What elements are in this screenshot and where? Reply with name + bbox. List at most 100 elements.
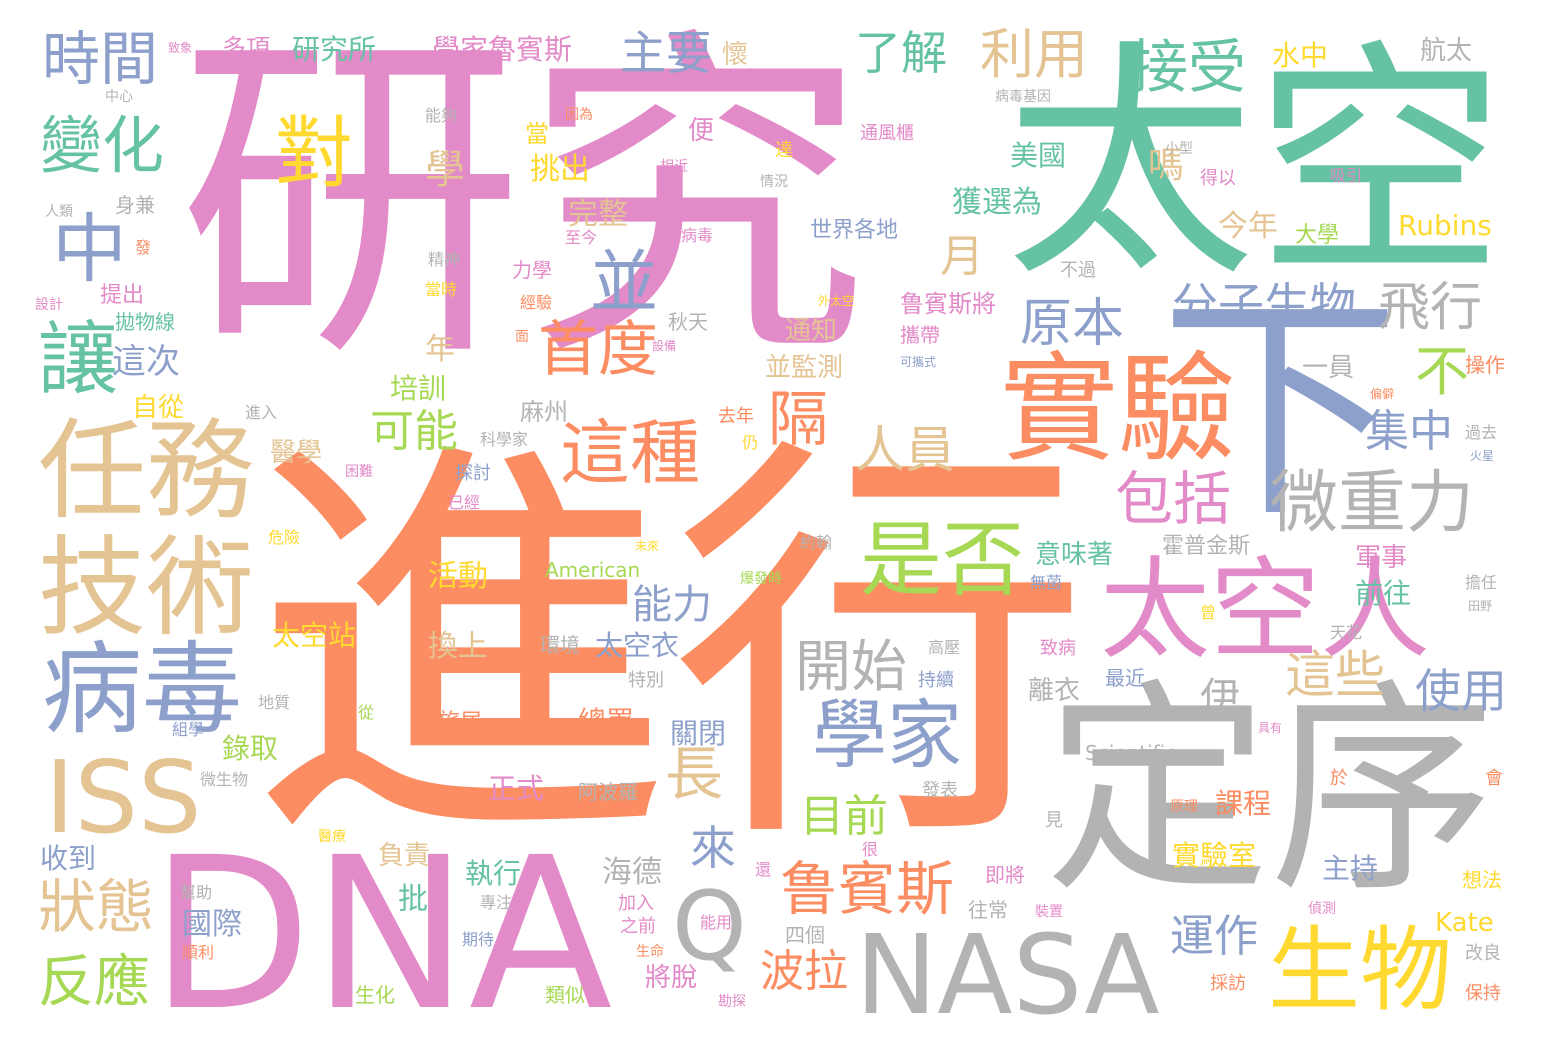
word: 利用 (980, 23, 1088, 86)
word: 四個 (785, 923, 825, 947)
word: 這種 (560, 412, 700, 494)
word: 保持 (1465, 983, 1501, 1004)
word: 執行 (465, 857, 522, 890)
word: 設備 (652, 339, 677, 353)
word: 運作 (1170, 911, 1258, 962)
word: 致象 (168, 41, 193, 55)
word: 身兼 (115, 193, 155, 217)
word: 集中 (1365, 406, 1453, 457)
word: 原本 (1020, 294, 1125, 354)
word: 鲁賓斯 (780, 855, 955, 923)
word: 提出 (100, 283, 145, 308)
word: 病毒基因 (995, 89, 1051, 105)
word: ISS (45, 739, 202, 856)
word: 發 (135, 238, 152, 257)
word: 伊 (1200, 675, 1240, 721)
word: 當時 (425, 280, 458, 299)
word: 科學家 (480, 430, 529, 449)
word: 年 (425, 332, 455, 367)
word: 專注 (480, 893, 513, 912)
word: 這些 (1285, 646, 1385, 704)
word: 意味著 (1035, 540, 1114, 570)
word: 會 (1485, 768, 1503, 789)
word: 操作 (1465, 353, 1505, 377)
word: 是否 (860, 513, 1025, 608)
word: 採訪 (1210, 973, 1246, 994)
word: 期待 (462, 930, 495, 949)
word: 多項 (222, 34, 270, 62)
word: 去年 (718, 406, 754, 427)
word: 能力 (632, 582, 712, 628)
word: 世界各地 (810, 218, 899, 243)
word: 使用 (1415, 664, 1507, 718)
word: 鲁賓斯將 (900, 290, 996, 318)
word: 了解 (855, 26, 947, 80)
word: 可攜式 (900, 355, 937, 369)
word: 發表 (922, 780, 958, 801)
word: 錄取 (222, 732, 279, 765)
word: 能夠 (425, 106, 458, 125)
word: 於 (1330, 768, 1348, 789)
word: Q (672, 872, 747, 982)
word: 微生物 (200, 770, 249, 789)
word: Rubins (1398, 209, 1492, 242)
word: 無菌 (1030, 573, 1063, 592)
word: 探討 (455, 463, 491, 484)
word: 即將 (985, 863, 1025, 887)
word: 持續 (918, 670, 954, 691)
word: 狀態 (38, 873, 155, 941)
word: 病毒 (42, 631, 242, 748)
word: 拋物線 (115, 310, 175, 334)
word: 偵測 (1308, 901, 1336, 917)
word: 生化 (355, 983, 395, 1007)
word: 負責 (378, 841, 431, 871)
word: 太空站 (272, 619, 357, 652)
word: 因為 (565, 107, 593, 123)
word: 下 (1160, 270, 1401, 550)
word: 離衣 (1028, 676, 1081, 706)
word: 目前 (800, 791, 888, 842)
word: 相近 (660, 159, 688, 175)
word: 類似 (545, 983, 585, 1007)
word: 當 (525, 120, 549, 148)
word: 月 (940, 231, 984, 282)
word: 麻州 (520, 398, 568, 426)
word: 定序 (1045, 661, 1495, 923)
word: 便 (688, 116, 715, 146)
word: 來 (690, 821, 736, 875)
word: 前往 (1355, 577, 1412, 610)
word: 不過 (1060, 260, 1096, 281)
word: 裝置 (1035, 904, 1063, 920)
word: 太空衣 (595, 629, 680, 662)
word: 困難 (345, 464, 373, 480)
word: 關閉 (670, 717, 727, 750)
word: 爆發時 (740, 571, 782, 587)
word: 很 (862, 840, 879, 859)
word: 獲選為 (952, 185, 1042, 220)
word: 攜帶 (900, 323, 940, 347)
word: 已經 (448, 493, 481, 512)
word: 順利 (182, 943, 215, 962)
word: NASA (855, 911, 1160, 1039)
word: 生物 (1268, 917, 1453, 1024)
word: DNA (150, 812, 613, 1052)
word: 得以 (1200, 168, 1236, 189)
word: 技術 (38, 526, 255, 651)
word: 海德 (602, 855, 662, 890)
word: 大學 (1295, 223, 1340, 248)
word: 水中 (1272, 39, 1329, 72)
word: 曾 (1200, 603, 1217, 622)
word: 不 (1415, 340, 1469, 403)
word: 任務 (38, 409, 255, 534)
word: 人類 (45, 204, 73, 220)
word: 中 (52, 205, 128, 293)
word: 對 (275, 109, 354, 199)
word: 一員 (1302, 353, 1355, 383)
word: 吸引 (1330, 166, 1363, 185)
word: 長 (665, 740, 724, 808)
word: 課程 (1215, 787, 1272, 820)
word: 想法 (1462, 868, 1502, 892)
word: 學 (425, 147, 465, 193)
word: 活動 (428, 559, 488, 594)
word: 從 (358, 703, 375, 722)
